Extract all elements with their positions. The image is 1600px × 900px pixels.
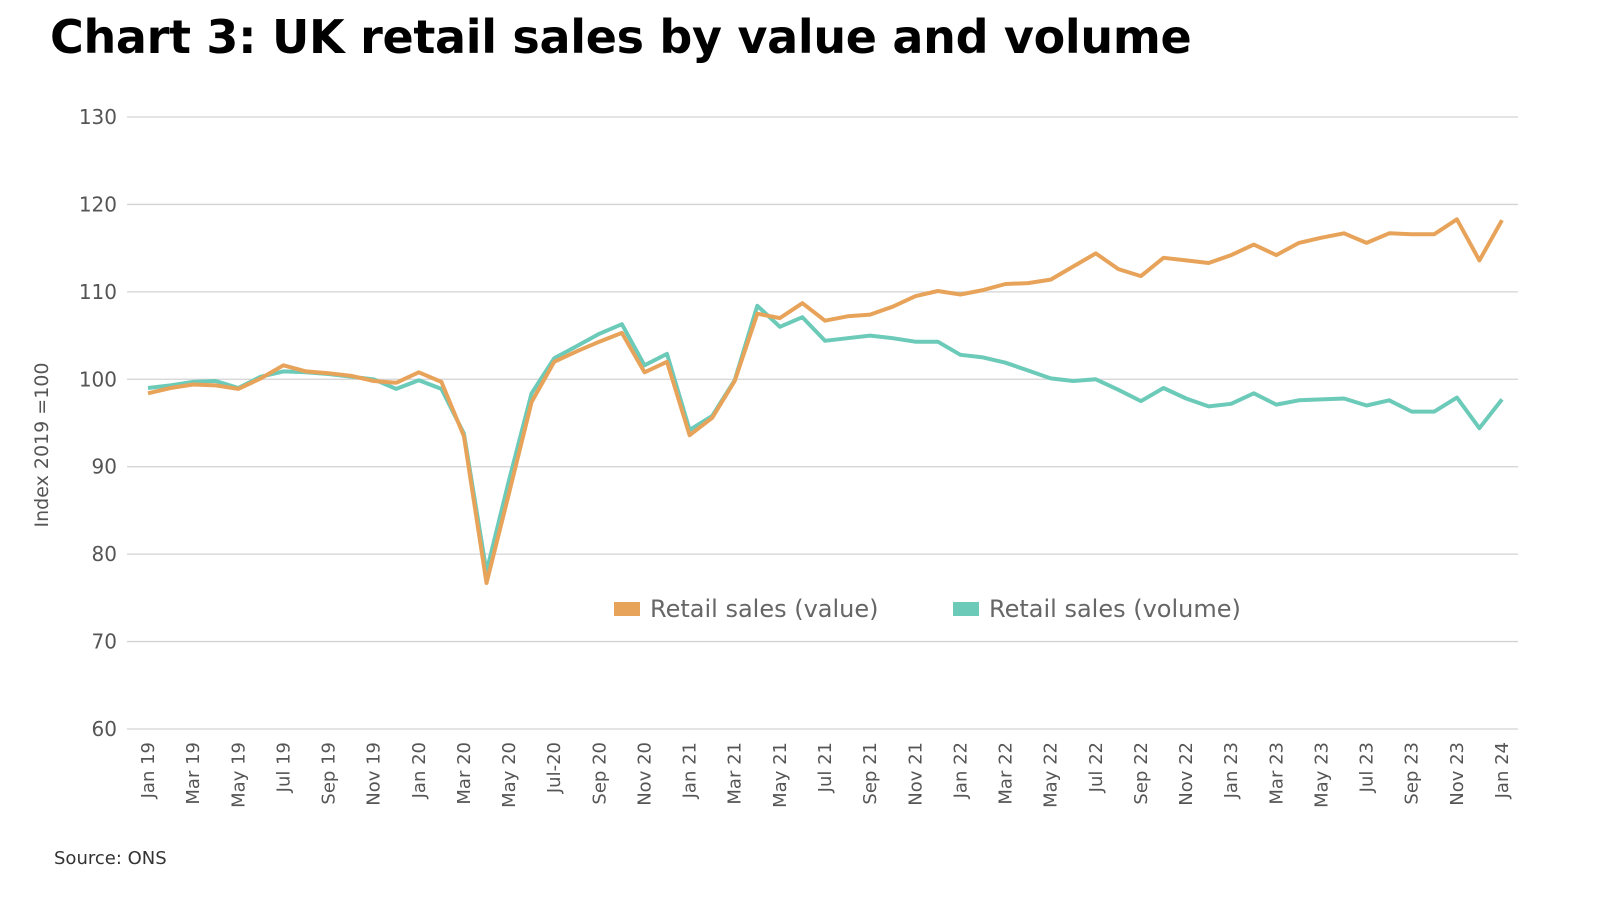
x-tick-label: Jan 24 — [1492, 742, 1513, 799]
y-tick-label: 110 — [79, 280, 117, 304]
y-tick-label: 120 — [79, 192, 117, 216]
legend-swatch-value — [614, 602, 640, 616]
x-tick-label: Jul 19 — [273, 742, 294, 793]
x-tick-label: Mar 21 — [725, 742, 746, 805]
y-tick-label: 90 — [92, 455, 117, 479]
x-tick-label: Nov 23 — [1447, 742, 1468, 806]
y-axis-label: Index 2019 =100 — [31, 363, 53, 528]
series-line-value — [147, 217, 1504, 585]
y-tick-label: 60 — [92, 717, 117, 741]
y-tick-label: 70 — [92, 630, 117, 654]
x-tick-label: Nov 22 — [1176, 742, 1197, 806]
x-tick-label: Nov 20 — [634, 742, 655, 806]
y-tick-label: 100 — [79, 367, 117, 391]
x-tick-label: Jan 19 — [138, 742, 159, 799]
gridlines — [127, 116, 1518, 730]
x-tick-label: Sep 22 — [1131, 742, 1152, 805]
x-tick-label: Jan 20 — [409, 742, 430, 799]
legend: Retail sales (value) Retail sales (volum… — [614, 595, 1241, 623]
x-tick-label: Jan 22 — [950, 742, 971, 799]
x-tick-label: May 23 — [1311, 742, 1332, 808]
x-tick-label: Sep 19 — [319, 742, 340, 805]
chart-title: Chart 3: UK retail sales by value and vo… — [50, 10, 1192, 64]
y-tick-label: 80 — [92, 542, 117, 566]
x-tick-label: Jul 22 — [1086, 742, 1107, 793]
x-tick-label: Sep 21 — [860, 742, 881, 805]
x-tick-label: Nov 19 — [364, 742, 385, 806]
x-tick-label: Jan 21 — [680, 742, 701, 799]
legend-label-volume: Retail sales (volume) — [989, 595, 1241, 623]
source-note: Source: ONS — [54, 848, 167, 869]
legend-swatch-volume — [953, 602, 979, 616]
x-tick-label: May 20 — [499, 742, 520, 808]
x-axis-ticks: Jan 19 Mar 19 May 19 Jul 19 Sep 19 Nov 19 Jan … — [138, 742, 1513, 808]
x-tick-label: May 22 — [1041, 742, 1062, 808]
x-tick-label: Sep 20 — [589, 742, 610, 805]
x-tick-label: Mar 20 — [454, 742, 475, 805]
x-tick-label: Mar 22 — [996, 742, 1017, 805]
x-tick-label: Mar 19 — [183, 742, 204, 805]
x-tick-label: Sep 23 — [1402, 742, 1423, 805]
x-tick-label: Mar 23 — [1266, 742, 1287, 805]
series-lines — [147, 217, 1504, 585]
x-tick-label: May 19 — [228, 742, 249, 808]
y-tick-label: 130 — [79, 105, 117, 129]
y-axis-ticks: 60 70 80 90 100 110 120 130 — [79, 105, 117, 741]
x-tick-label: May 21 — [770, 742, 791, 808]
x-tick-label: Jul 21 — [815, 742, 836, 793]
x-tick-label: Jul 23 — [1357, 742, 1378, 793]
legend-label-value: Retail sales (value) — [650, 595, 879, 623]
x-tick-label: Jan 23 — [1221, 742, 1242, 799]
x-tick-label: Jul-20 — [544, 742, 565, 794]
x-tick-label: Nov 21 — [905, 742, 926, 806]
series-line-volume — [147, 303, 1504, 574]
